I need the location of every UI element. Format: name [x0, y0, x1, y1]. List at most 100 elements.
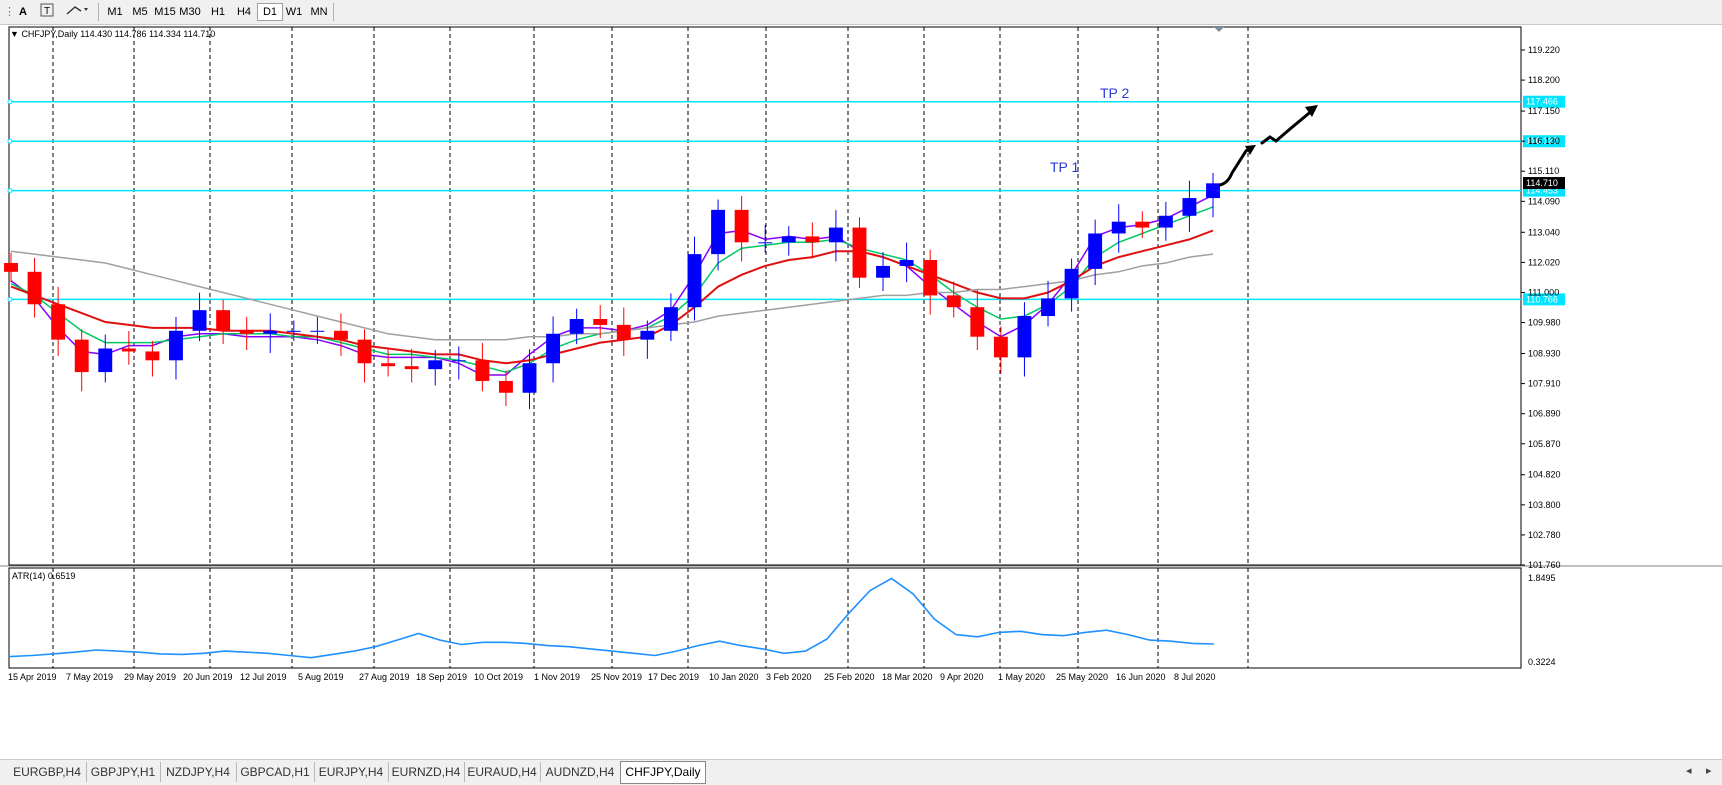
- candle-up: [98, 348, 113, 373]
- candle-up: [1088, 233, 1103, 269]
- candle-down: [498, 380, 513, 393]
- timeframe-m5[interactable]: M5: [132, 6, 148, 18]
- candle-down: [475, 360, 490, 381]
- price-tick-label: 111.000: [1528, 287, 1559, 297]
- candle-down: [1135, 221, 1150, 228]
- tab-nzdjpy-h4[interactable]: NZDJPY,H4: [160, 762, 237, 782]
- candle-down: [4, 262, 18, 272]
- forecast-arrow-head: [1305, 105, 1318, 117]
- candle-up: [546, 333, 561, 364]
- candle-up: [451, 360, 466, 362]
- date-label: 7 May 2019: [66, 672, 113, 682]
- candle-down: [145, 351, 160, 361]
- candle-up: [758, 242, 773, 244]
- date-label: 1 May 2020: [998, 672, 1045, 682]
- price-tick-label: 107.910: [1528, 379, 1561, 389]
- level-price-label: 116.127: [1526, 136, 1558, 146]
- candle-down: [852, 227, 867, 278]
- collapse-triangle-icon[interactable]: ▼: [10, 29, 19, 39]
- candle-up: [1111, 221, 1126, 234]
- tab-eurnzd-h4[interactable]: EURNZD,H4: [388, 762, 465, 782]
- text-tool-icon[interactable]: A: [19, 6, 27, 18]
- date-label: 8 Jul 2020: [1174, 672, 1216, 682]
- candle-up: [711, 209, 726, 255]
- chart-header-text: CHFJPY,Daily 114.430 114.786 114.334 114…: [21, 29, 216, 39]
- price-tick-label: 103.800: [1528, 500, 1561, 510]
- candle-down: [970, 307, 985, 337]
- date-label: 12 Jul 2019: [240, 672, 287, 682]
- candle-down: [381, 363, 396, 367]
- tab-eurgbp-h4[interactable]: EURGBP,H4: [8, 762, 87, 782]
- chart-svg[interactable]: 117.466 116.127 114.453 110.766 114.710 119.…: [0, 25, 1722, 760]
- date-label: 25 Nov 2019: [591, 672, 642, 682]
- date-label: 18 Sep 2019: [416, 672, 467, 682]
- level-price-tag: [1523, 135, 1565, 148]
- candle-up: [1206, 183, 1220, 199]
- candle-up: [899, 260, 914, 266]
- ma-layer: [10, 194, 1214, 376]
- candle-layer: [4, 173, 1220, 409]
- price-tick-label: 106.890: [1528, 409, 1561, 419]
- tab-gbpcad-h1[interactable]: GBPCAD,H1: [236, 762, 315, 782]
- chart-area[interactable]: 117.466 116.127 114.453 110.766 114.710 119.…: [0, 25, 1722, 760]
- candle-up: [687, 254, 702, 308]
- timeframe-mn[interactable]: MN: [310, 6, 328, 18]
- tab-scroll-right-icon[interactable]: ▸: [1706, 765, 1712, 777]
- candle-down: [334, 330, 348, 340]
- axis-layer: 119.220 118.200 117.150 116.130 115.110 114.0…: [8, 45, 1561, 682]
- date-label: 17 Dec 2019: [648, 672, 699, 682]
- candle-up: [1041, 298, 1055, 317]
- candle-up: [522, 363, 537, 393]
- candle-up: [1017, 316, 1032, 358]
- tab-scroll-left-icon[interactable]: ◂: [1686, 765, 1692, 777]
- price-tick-label: 112.020: [1528, 257, 1560, 267]
- timeframe-h1[interactable]: H1: [210, 6, 226, 18]
- timeframe-m1[interactable]: M1: [107, 6, 123, 18]
- level-price-label: 114.453: [1526, 186, 1558, 196]
- toolbar: ⋮ A T M1 M5 M15 M30 H1 H4 D1 W1 MN: [0, 0, 1722, 25]
- price-tick-label: 117.150: [1528, 106, 1560, 116]
- moving-average-ma-slow: [10, 229, 1214, 365]
- candle-up: [876, 265, 890, 278]
- level-anchor: [7, 138, 13, 144]
- candle-up: [169, 330, 183, 361]
- price-tick-label: 118.200: [1528, 75, 1560, 85]
- tab-eurjpy-h4[interactable]: EURJPY,H4: [314, 762, 389, 782]
- candle-down: [993, 336, 1008, 358]
- date-label: 5 Aug 2019: [298, 672, 344, 682]
- tab-gbpjpy-h1[interactable]: GBPJPY,H1: [86, 762, 161, 782]
- tab-audnzd-h4[interactable]: AUDNZD,H4: [540, 762, 621, 782]
- level-price-tag: [1523, 95, 1565, 108]
- price-tick-label: 115.110: [1528, 166, 1559, 176]
- timeframe-h4[interactable]: H4: [236, 6, 252, 18]
- atr-label: ATR(14) 0.6519: [12, 571, 76, 581]
- forecast-arrow-stroke: [1260, 107, 1316, 145]
- date-label: 27 Aug 2019: [359, 672, 410, 682]
- timeframe-m30[interactable]: M30: [179, 6, 201, 18]
- atr-line: [9, 577, 1215, 659]
- current-price-tag: [1523, 177, 1565, 190]
- tab-chfjpy-daily[interactable]: CHFJPY,Daily: [620, 761, 706, 784]
- moving-average-ma-fast: [10, 194, 1214, 376]
- label-tool-icon[interactable]: T: [38, 3, 56, 21]
- candle-up: [1158, 215, 1173, 228]
- candle-up: [1064, 268, 1079, 299]
- timeframe-d1[interactable]: D1: [257, 3, 283, 21]
- date-label: 3 Feb 2020: [766, 672, 812, 682]
- candle-up: [192, 310, 207, 331]
- annotation-layer: TP 1 TP 2: [1050, 27, 1318, 187]
- date-label: 10 Oct 2019: [474, 672, 523, 682]
- timeframe-m15[interactable]: M15: [154, 6, 176, 18]
- price-tick-label: 104.820: [1528, 470, 1561, 480]
- price-tick-label: 102.780: [1528, 530, 1561, 540]
- price-tick-label: 119.220: [1528, 45, 1560, 55]
- level-anchor: [7, 99, 13, 105]
- candle-up: [1182, 198, 1197, 216]
- main-plot-frame: [8, 26, 1522, 566]
- tab-euraud-h4[interactable]: EURAUD,H4: [464, 762, 541, 782]
- candle-up: [428, 360, 443, 370]
- line-tool-icon[interactable]: [64, 3, 92, 21]
- timeframe-w1[interactable]: W1: [285, 6, 303, 18]
- candle-down: [616, 324, 631, 340]
- atr-layer: 1.8495 0.3224: [9, 573, 1556, 667]
